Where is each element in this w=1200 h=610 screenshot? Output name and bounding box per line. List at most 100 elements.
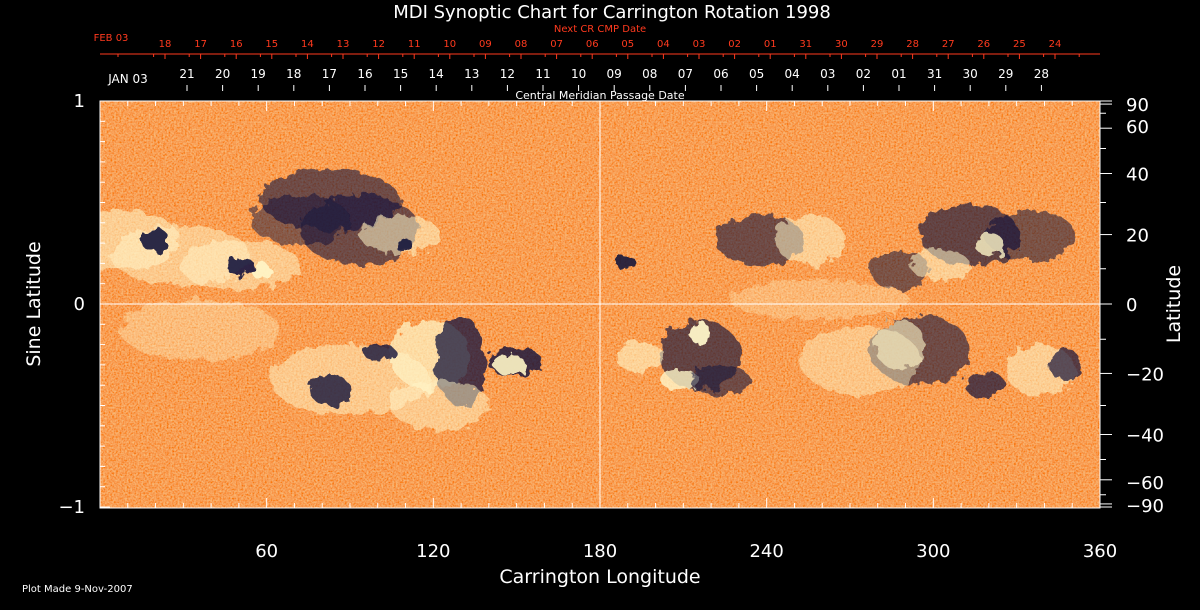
magnetic-region	[690, 365, 750, 395]
cmp-date-label: 11	[535, 67, 550, 81]
cmp-date-label: 28	[1034, 67, 1049, 81]
next-cr-date-labels: 18 17 16 15 14 13 12 11 10 09 08 07 06 05 04 03 02 01 31 30…	[159, 39, 1062, 50]
next-cr-date-label: 05	[621, 39, 634, 50]
next-cr-date-label: 18	[159, 39, 172, 50]
x-tick-label: 120	[416, 541, 450, 562]
cmp-date-label: 13	[464, 67, 479, 81]
cmp-date-label: 03	[820, 67, 835, 81]
cmp-date-label: 30	[963, 67, 978, 81]
cmp-date-label: 19	[251, 67, 266, 81]
cmp-date-label: 05	[749, 67, 764, 81]
next-cr-date-label: 13	[337, 39, 350, 50]
y-right-tick-label: 0	[1126, 295, 1137, 316]
next-cr-date-label: 08	[515, 39, 528, 50]
cmp-date-label: 20	[215, 67, 230, 81]
cmp-date-label: 16	[357, 67, 372, 81]
next-cr-date-label: 12	[372, 39, 385, 50]
magnetic-region	[310, 374, 350, 406]
magnetic-region	[390, 380, 490, 430]
next-cr-date-label: 06	[586, 39, 599, 50]
y-right-tick-label: 60	[1126, 117, 1149, 138]
next-cr-date-label: 28	[906, 39, 919, 50]
magnetic-region	[615, 342, 665, 372]
magnetic-region	[120, 300, 280, 360]
y-left-tick-label: −1	[58, 497, 85, 518]
magnetic-region	[690, 321, 710, 345]
top-axis-first-label: JAN 03	[107, 72, 148, 86]
next-cr-date-label: 27	[942, 39, 955, 50]
y-axis-left-title: Sine Latitude	[23, 241, 45, 366]
next-cr-date-label: 25	[1013, 39, 1026, 50]
y-axis-right-title: Latitude	[1163, 265, 1185, 343]
next-cr-date-label: 04	[657, 39, 670, 50]
magnetic-region	[252, 264, 272, 280]
cmp-date-label: 01	[891, 67, 906, 81]
cmp-date-label: 14	[429, 67, 444, 81]
y-right-tick-label: 90	[1126, 95, 1149, 116]
magnetic-region	[360, 215, 440, 255]
next-cr-date-label: 09	[479, 39, 492, 50]
x-tick-label: 240	[749, 541, 783, 562]
cmp-date-label: 02	[856, 67, 871, 81]
cmp-date-label: 07	[678, 67, 693, 81]
next-cr-date-label: 02	[728, 39, 741, 50]
magnetic-region	[494, 355, 526, 375]
plot-made-note: Plot Made 9-Nov-2007	[22, 584, 133, 595]
next-cr-date-label: 17	[194, 39, 207, 50]
next-cr-axis-label: Next CR CMP Date	[554, 24, 646, 35]
magnetic-region	[730, 280, 910, 320]
x-axis-title: Carrington Longitude	[499, 566, 700, 588]
x-tick-label: 300	[916, 541, 950, 562]
next-cr-date-label: 10	[443, 39, 456, 50]
cmp-date-label: 04	[785, 67, 800, 81]
magnetic-region	[965, 371, 1005, 399]
magnetic-region	[397, 238, 413, 254]
x-axis: 60 120 180 240 300 360	[127, 101, 1117, 562]
next-cr-date-label: 31	[799, 39, 812, 50]
y-right-tick-label: −60	[1126, 473, 1164, 494]
magnetic-region	[141, 228, 169, 252]
cmp-date-label: 18	[286, 67, 301, 81]
next-cr-date-label: 11	[408, 39, 421, 50]
cmp-date-label: 12	[500, 67, 515, 81]
y-right-tick-label: −90	[1126, 496, 1164, 517]
magnetic-region	[615, 254, 635, 270]
next-cr-date-label: 03	[693, 39, 706, 50]
magnetic-region	[250, 195, 350, 245]
cmp-date-label: 09	[607, 67, 622, 81]
y-right-tick-label: 40	[1126, 165, 1149, 186]
magnetic-region	[270, 345, 430, 415]
cmp-date-label: 17	[322, 67, 337, 81]
y-axis-left: 1 0 −1	[58, 91, 110, 518]
y-right-tick-label: 20	[1126, 226, 1149, 247]
cmp-date-labels: 21 20 19 18 17 16 15 14 13 12 11 10 09 08 07 06 05 04 03 02…	[179, 67, 1049, 81]
y-right-tick-label: −20	[1126, 364, 1164, 385]
top-axis-label: Central Meridian Passage Date	[515, 89, 684, 102]
magnetic-region	[364, 344, 396, 362]
cmp-date-label: 10	[571, 67, 586, 81]
next-cr-date-label: 01	[764, 39, 777, 50]
cmp-date-label: 15	[393, 67, 408, 81]
next-cr-date-label: 29	[871, 39, 884, 50]
magnetic-region	[985, 210, 1075, 260]
magnetic-region	[775, 215, 845, 265]
cmp-date-label: 21	[179, 67, 194, 81]
y-left-tick-label: 1	[74, 91, 85, 112]
y-right-tick-label: −40	[1126, 425, 1164, 446]
x-tick-label: 60	[255, 541, 278, 562]
next-cr-first-label: FEB 03	[94, 33, 129, 44]
next-cr-date-label: 26	[977, 39, 990, 50]
next-cr-date-label: 24	[1049, 39, 1062, 50]
next-cr-date-label: 30	[835, 39, 848, 50]
chart-title: MDI Synoptic Chart for Carrington Rotati…	[393, 2, 831, 23]
y-left-tick-label: 0	[74, 294, 85, 315]
magnetic-region	[800, 325, 920, 395]
next-cr-date-label: 16	[230, 39, 243, 50]
next-cr-date-label: 14	[301, 39, 314, 50]
top-axis-ticks	[186, 85, 1042, 91]
next-cr-date-label: 15	[265, 39, 278, 50]
cmp-date-label: 29	[998, 67, 1013, 81]
magnetic-region	[226, 256, 254, 276]
